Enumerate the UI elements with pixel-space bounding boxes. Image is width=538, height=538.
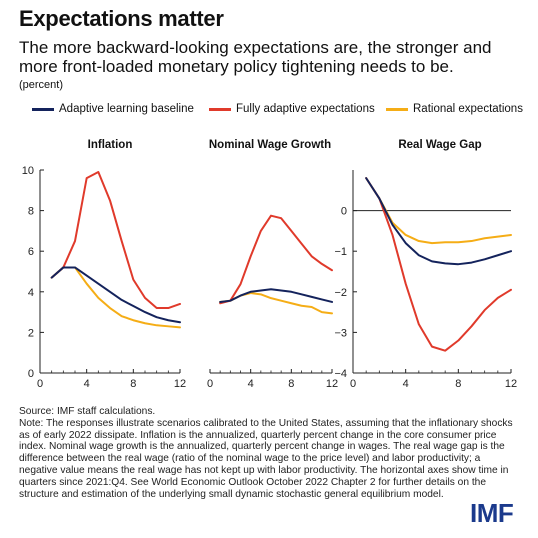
x-tick-label: 0 [207, 378, 213, 390]
note-text: Note: The responses illustrate scenarios… [19, 417, 513, 500]
x-tick-label: 8 [455, 378, 461, 390]
legend-item-adaptive-learning: Adaptive learning baseline [32, 103, 194, 115]
chart-subtitle: The more backward-looking expectations a… [19, 38, 492, 76]
panel-title-real-wage-gap: Real Wage Gap [398, 139, 482, 151]
y-tick-label: −2 [334, 287, 347, 299]
x-tick-label: 12 [505, 378, 517, 390]
legend-label: Adaptive learning baseline [59, 103, 194, 115]
y-tick-label: 0 [341, 206, 347, 218]
legend-label: Rational expectations [413, 103, 523, 115]
unit-label: (percent) [19, 79, 64, 91]
chart-title: Expectations matter [19, 6, 224, 31]
x-tick-label: 12 [326, 378, 338, 390]
y-tick-label: 10 [22, 165, 34, 177]
series-line-adaptive-learning-baseline [365, 177, 512, 266]
series-line-fully-adaptive-expectations [365, 177, 512, 352]
x-tick-label: 0 [350, 378, 356, 390]
x-tick-label: 12 [174, 378, 186, 390]
legend: Adaptive learning baseline Fully adaptiv… [32, 103, 532, 119]
imf-logo: IMF [470, 498, 514, 528]
y-tick-label: −1 [334, 246, 347, 258]
legend-item-rational: Rational expectations [386, 103, 523, 115]
y-tick-label: 0 [28, 368, 34, 380]
y-tick-label: −4 [334, 368, 347, 380]
series-line-adaptive-learning-baseline [219, 288, 333, 303]
panel-title-nominal-wage: Nominal Wage Growth [208, 139, 332, 151]
y-tick-label: −3 [334, 327, 347, 339]
series-line-fully-adaptive-expectations [50, 171, 181, 310]
legend-label: Fully adaptive expectations [236, 103, 375, 115]
y-tick-label: 6 [28, 246, 34, 258]
x-tick-label: 4 [248, 378, 254, 390]
source-text: Source: IMF staff calculations. [19, 406, 156, 417]
y-tick-label: 4 [28, 287, 34, 299]
x-tick-label: 8 [288, 378, 294, 390]
legend-swatch [32, 107, 54, 111]
panel-title-inflation: Inflation [87, 139, 133, 151]
legend-swatch [209, 107, 231, 111]
x-tick-label: 4 [84, 378, 90, 390]
y-tick-label: 8 [28, 206, 34, 218]
x-tick-label: 4 [403, 378, 409, 390]
y-tick-label: 2 [28, 327, 34, 339]
legend-item-fully-adaptive: Fully adaptive expectations [209, 103, 375, 115]
x-tick-label: 0 [37, 378, 43, 390]
footnote: Source: IMF staff calculations. Note: Th… [19, 406, 519, 500]
legend-swatch [386, 107, 408, 111]
series-line-fully-adaptive-expectations [219, 214, 333, 305]
x-tick-label: 8 [130, 378, 136, 390]
series-line-rational-expectations [219, 292, 333, 315]
series-line-adaptive-learning-baseline [50, 266, 181, 324]
